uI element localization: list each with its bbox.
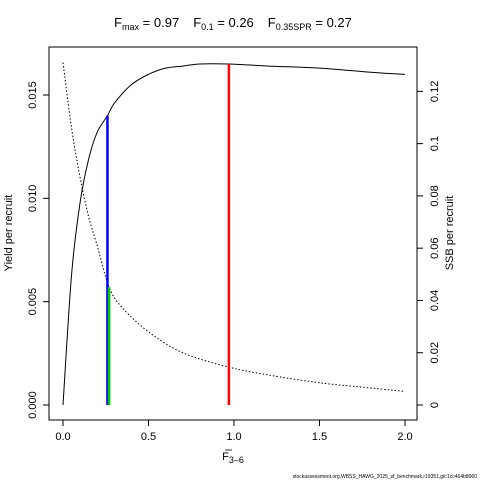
title-subscript: 0.35SPR [276,22,313,32]
y-axis-right-label: SSB per recruit [444,196,456,271]
y-right-tick-label: 0.1 [429,136,441,151]
ssb-per-recruit-curve [62,62,406,392]
y-right-tick-label: 0.12 [429,81,441,102]
yield-per-recruit-curve [62,63,406,406]
x-label-subscript: 3–6 [229,455,244,465]
y-left-tick-label: 0.015 [27,81,39,109]
y-right-tick-label: 0 [429,402,441,408]
title-text: Fmax = 0.97 F0.1 = 0.26 F0.35SPR = 0.27 [114,15,352,32]
y-right-tick-label: 0.06 [429,237,441,258]
title-value: = 0.26 [214,15,254,30]
title-value: = 0.97 [139,15,179,30]
plot-frame [48,46,418,421]
x-tick-label: 1.5 [312,431,327,443]
y-axis-left-label: Yield per recruit [3,195,15,272]
title-subscript: max [122,22,140,32]
y-right-tick-label: 0.08 [429,185,441,206]
y-right-tick-label: 0.02 [429,342,441,363]
x-axis-label: F3–6 [222,449,244,465]
x-tick-label: 2.0 [397,431,412,443]
y-left-tick-label: 0.010 [27,185,39,213]
x-label-symbol: F [222,451,229,463]
footer-text: stockassessment.org,WBSS_HAWG_2025_sf_be… [293,474,478,480]
y-axis-right: 0 0.02 0.04 0.06 0.08 0.1 0.12 [416,81,441,408]
x-axis: 0.0 0.5 1.0 1.5 2.0 [55,419,413,443]
x-tick-label: 0.5 [141,431,156,443]
y-axis-left: 0.000 0.005 0.010 0.015 [27,81,50,419]
chart-title: Fmax = 0.97 F0.1 = 0.26 F0.35SPR = 0.27 [114,15,352,32]
title-subscript: 0.1 [201,22,214,32]
y-left-tick-label: 0.000 [27,391,39,419]
title-symbol: F [193,15,201,30]
x-tick-label: 1.0 [226,431,241,443]
y-right-tick-label: 0.04 [429,290,441,311]
x-label-text: F3–6 [222,451,244,465]
x-tick-label: 0.0 [55,431,70,443]
reference-lines [106,64,231,405]
series-group [62,62,406,406]
title-symbol: F [268,15,276,30]
y-left-tick-label: 0.005 [27,288,39,316]
title-value: = 0.27 [312,15,352,30]
title-symbol: F [114,15,122,30]
